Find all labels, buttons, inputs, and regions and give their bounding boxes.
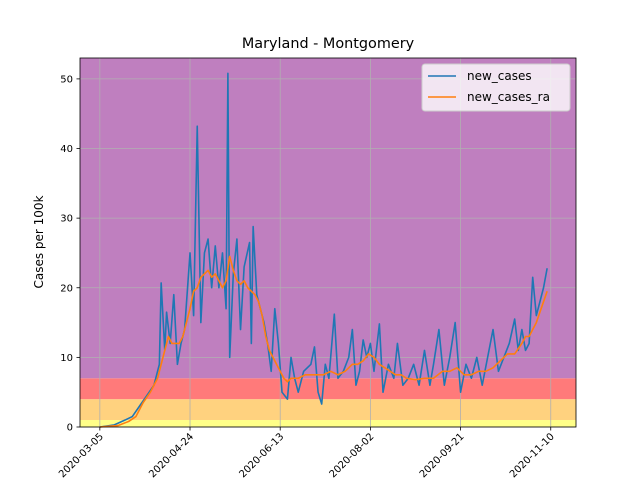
chart-title: Maryland - Montgomery xyxy=(242,36,415,52)
y-tick-label: 10 xyxy=(60,353,73,364)
y-axis-label: Cases per 100k xyxy=(32,195,46,288)
legend[interactable]: new_cases new_cases_ra xyxy=(421,63,571,112)
y-tick-label: 40 xyxy=(60,144,73,155)
x-tick-label: 2020-08-02 xyxy=(328,431,377,480)
legend-label-new-cases: new_cases xyxy=(467,69,532,83)
y-tick-label: 30 xyxy=(60,214,73,225)
x-axis: 2020-03-05 2020-04-24 2020-06-13 2020-08-02… xyxy=(57,427,557,480)
legend-box xyxy=(421,63,571,112)
y-tick-label: 50 xyxy=(60,74,73,85)
x-tick-label: 2020-04-24 xyxy=(147,431,196,480)
series-layer xyxy=(99,72,548,428)
x-tick-label: 2020-03-05 xyxy=(57,431,106,480)
x-tick-label: 2020-11-10 xyxy=(508,431,557,480)
series-line-new-cases-ra xyxy=(99,255,548,428)
x-tick-label: 2020-09-21 xyxy=(418,431,467,480)
orange-band xyxy=(80,399,576,421)
red-band xyxy=(80,378,576,400)
yellow-band xyxy=(80,420,576,427)
legend-label-new-cases-ra: new_cases_ra xyxy=(467,90,550,104)
y-axis: 0 10 20 30 40 50 xyxy=(60,74,80,434)
x-tick-label: 2020-06-13 xyxy=(237,431,286,480)
plot-frame xyxy=(79,57,577,428)
y-tick-label: 20 xyxy=(60,283,73,294)
y-tick-label: 0 xyxy=(67,423,73,434)
